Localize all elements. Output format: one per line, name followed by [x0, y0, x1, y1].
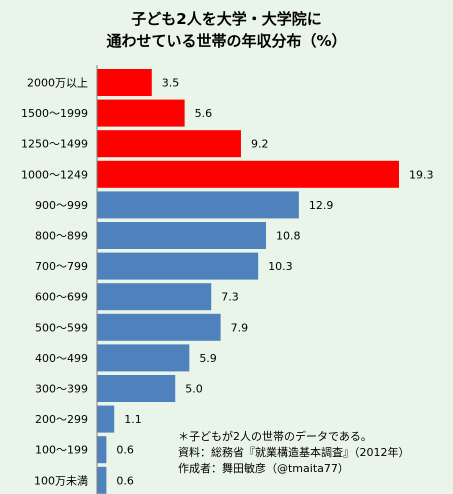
note-line-3: 作成者：舞田敏彦（@tmaita77） [178, 462, 349, 475]
bar [97, 222, 266, 249]
category-label: 1500～1999 [21, 107, 88, 120]
value-label: 5.9 [199, 352, 217, 365]
bar [97, 99, 185, 127]
value-label: 7.3 [221, 291, 239, 304]
bar [97, 436, 107, 464]
category-label: 300～399 [35, 383, 88, 396]
category-label: 200～299 [35, 413, 88, 426]
chart-title-line-2: 通わせている世帯の年収分布（%） [106, 32, 347, 50]
value-label: 9.2 [251, 138, 269, 151]
category-label: 100～199 [35, 444, 88, 457]
bar [97, 69, 152, 96]
category-label: 600～699 [35, 291, 88, 304]
bar [97, 313, 221, 341]
bar [97, 344, 190, 372]
chart-title-line-1: 子ども2人を大学・大学院に [131, 10, 322, 28]
category-label: 500～599 [35, 321, 88, 334]
value-label: 12.9 [309, 199, 334, 212]
bar [97, 375, 176, 402]
note-line-2: 資料：総務省『就業構造基本調査』（2012年） [178, 446, 410, 459]
value-label: 10.8 [276, 230, 301, 243]
bar [97, 130, 241, 158]
value-label: 3.5 [162, 77, 180, 90]
bar [97, 160, 399, 188]
category-label: 700～799 [35, 260, 88, 273]
category-label: 2000万以上 [27, 77, 88, 90]
value-label: 5.0 [185, 383, 203, 396]
bar [97, 252, 259, 280]
value-label: 1.1 [124, 413, 142, 426]
value-label: 10.3 [268, 260, 293, 273]
category-label: 900～999 [35, 199, 88, 212]
category-label: 1250～1499 [21, 138, 88, 151]
value-label: 0.6 [116, 474, 134, 487]
category-label: 1000～1249 [21, 168, 88, 181]
note-line-1: ＊子どもが2人の世帯のデータである。 [178, 430, 372, 443]
bar [97, 191, 299, 219]
value-label: 19.3 [409, 168, 434, 181]
value-label: 7.9 [231, 321, 249, 334]
value-label: 5.6 [195, 107, 213, 120]
category-label: 800～899 [35, 230, 88, 243]
bar [97, 405, 115, 433]
category-label: 400～499 [35, 352, 88, 365]
bar [97, 466, 107, 494]
category-label: 100万未満 [34, 474, 88, 487]
value-label: 0.6 [116, 444, 134, 457]
bar [97, 283, 212, 311]
